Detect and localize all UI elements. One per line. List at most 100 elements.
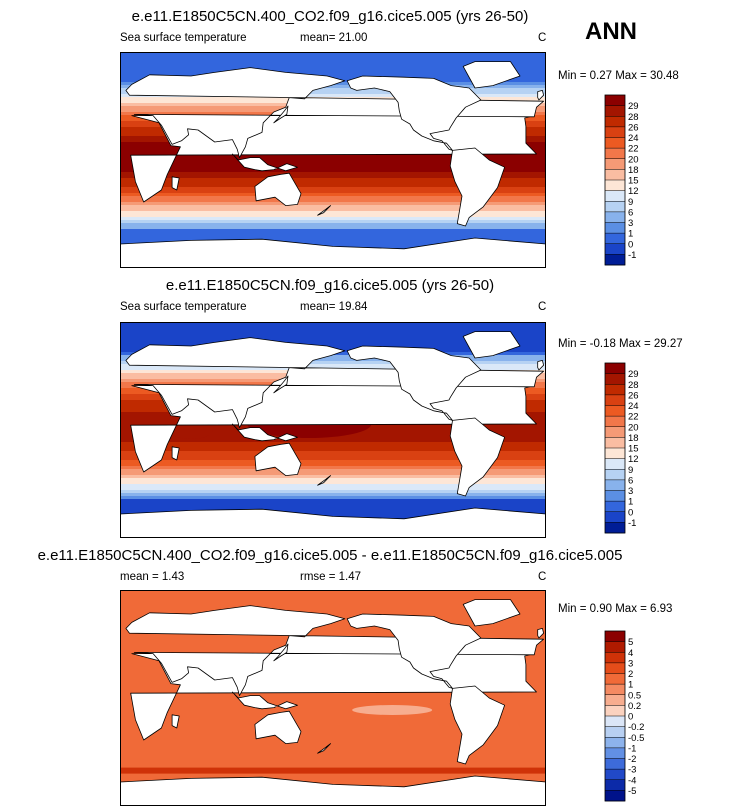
- colorbar-tick-label: 20: [628, 154, 639, 165]
- landmass-nz: [317, 475, 331, 486]
- ocean-band: [120, 596, 546, 600]
- landmass-antarctica: [120, 507, 546, 538]
- ocean-band: [120, 502, 546, 506]
- ocean-band: [120, 232, 546, 236]
- ocean-band: [120, 436, 546, 440]
- ocean-band: [120, 223, 546, 227]
- ocean-band: [120, 740, 546, 744]
- ocean-band: [120, 193, 546, 197]
- panel3-map: [120, 590, 546, 806]
- colorbar-swatch: [605, 437, 625, 449]
- colorbar-swatch: [605, 394, 625, 406]
- colorbar-tick-label: -1: [628, 518, 636, 529]
- ocean-band: [120, 214, 546, 218]
- landmass-eurasia: [125, 67, 544, 158]
- ocean-band: [120, 725, 546, 729]
- colorbar-swatch: [605, 373, 625, 385]
- colorbar-tick-label: 20: [628, 422, 639, 433]
- ocean-band: [120, 88, 546, 92]
- colorbar-swatch: [605, 469, 625, 481]
- colorbar-tick-label: 15: [628, 444, 639, 455]
- ocean-band: [120, 445, 546, 449]
- colorbar-tick-label: 3: [628, 486, 633, 497]
- colorbar-swatch: [605, 243, 625, 255]
- panel1-title: e.e11.E1850C5CN.400_CO2.f09_g16.cice5.00…: [131, 8, 529, 25]
- colorbar-swatch: [605, 426, 625, 438]
- ocean-band: [120, 692, 546, 696]
- colorbar-swatch: [605, 501, 625, 513]
- ocean-band: [120, 734, 546, 738]
- ocean-band: [120, 487, 546, 491]
- colorbar-tick-label: 0: [628, 507, 633, 518]
- ocean-band: [120, 590, 546, 594]
- colorbar-swatch: [605, 126, 625, 138]
- colorbar-tick-label: 3: [628, 218, 633, 229]
- colorbar-tick-label: 9: [628, 197, 633, 208]
- ocean-band: [120, 196, 546, 200]
- panel2-minmax: Min = -0.18 Max = 29.27: [558, 338, 683, 350]
- ocean-band: [120, 85, 546, 89]
- ocean-band: [120, 226, 546, 230]
- colorbar-swatch: [605, 416, 625, 428]
- colorbar-tick-label: 12: [628, 186, 639, 197]
- landmass-samerica: [449, 417, 505, 497]
- ocean-band: [120, 451, 546, 455]
- panel2-units: C: [538, 301, 547, 313]
- landmass-uk: [537, 628, 544, 639]
- map-frame: [120, 590, 546, 806]
- ocean-band: [120, 52, 546, 56]
- ocean-band: [120, 779, 546, 783]
- colorbar-swatch: [605, 190, 625, 202]
- colorbar-tick-label: 1: [628, 229, 633, 240]
- ocean-band: [120, 166, 546, 170]
- ocean-band: [120, 707, 546, 711]
- landmass-japan: [273, 105, 289, 124]
- ocean-band: [120, 608, 546, 612]
- colorbar-swatch: [605, 705, 625, 717]
- landmass-japan: [273, 375, 289, 394]
- ocean-band: [120, 328, 546, 332]
- ocean-band: [120, 184, 546, 188]
- landmass-japan: [273, 643, 289, 662]
- panel3-units: C: [538, 571, 547, 583]
- ocean-band: [120, 355, 546, 359]
- colorbar-swatch: [605, 158, 625, 170]
- ocean-band: [120, 199, 546, 203]
- colorbar-tick-label: -3: [628, 765, 636, 776]
- colorbar-tick-label: 28: [628, 380, 639, 391]
- colorbar-tick-label: 22: [628, 144, 639, 155]
- ocean-band: [120, 776, 546, 780]
- ocean-band: [120, 704, 546, 708]
- ocean-band: [120, 67, 546, 71]
- colorbar-swatch: [605, 662, 625, 674]
- ocean-band: [120, 716, 546, 720]
- ocean-band: [120, 211, 546, 215]
- ocean-band: [120, 70, 546, 74]
- ocean-band: [120, 514, 546, 518]
- colorbar-swatch: [605, 479, 625, 491]
- ocean-band: [120, 337, 546, 341]
- ocean-band: [120, 340, 546, 344]
- colorbar-tick-label: -4: [628, 775, 636, 786]
- colorbar-swatch: [605, 694, 625, 706]
- ocean-band: [120, 782, 546, 786]
- colorbar-tick-label: 0: [628, 712, 633, 723]
- colorbar-swatch: [605, 490, 625, 502]
- colorbar-tick-label: -1: [628, 250, 636, 261]
- colorbar-swatch: [605, 652, 625, 664]
- ocean-band: [120, 235, 546, 239]
- landmass-indonesia: [232, 153, 298, 172]
- ocean-band: [120, 701, 546, 705]
- ocean-band: [120, 499, 546, 503]
- colorbar-swatch: [605, 641, 625, 653]
- ocean-band: [120, 364, 546, 368]
- colorbar-tick-label: 29: [628, 101, 639, 112]
- landmass-eurasia: [125, 605, 544, 696]
- ocean-band: [120, 475, 546, 479]
- ocean-band: [120, 493, 546, 497]
- ocean-band: [120, 755, 546, 759]
- ocean-band: [120, 202, 546, 206]
- colorbar-tick-label: 26: [628, 122, 639, 133]
